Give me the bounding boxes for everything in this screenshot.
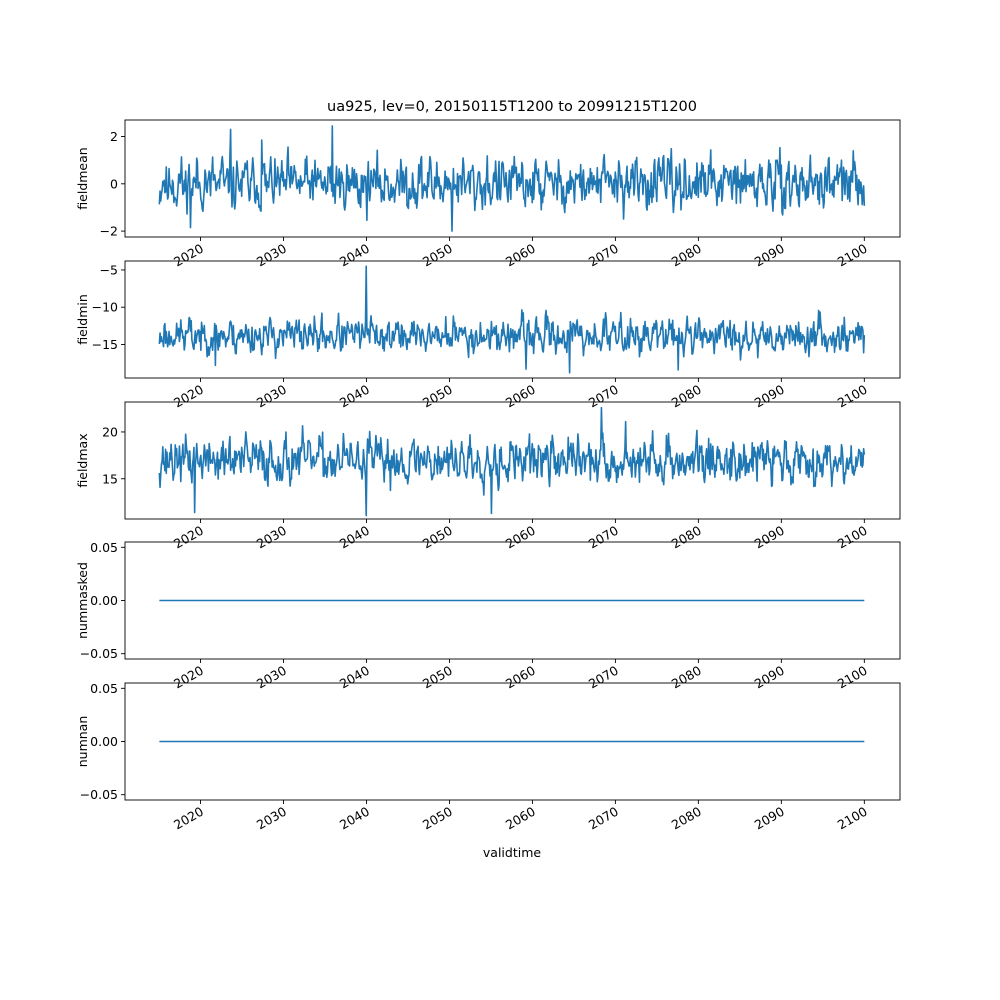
y-tick-label: −2 — [100, 224, 118, 239]
y-tick-label: −10 — [92, 300, 118, 315]
axes-frame — [124, 119, 901, 238]
y-axis-label: fieldmean — [75, 147, 90, 209]
y-tick-label: 0 — [110, 176, 118, 191]
y-tick-label: 15 — [102, 471, 118, 486]
y-tick-label: 0.00 — [90, 593, 118, 608]
x-axis-label: validtime — [483, 845, 541, 860]
y-tick-label: −0.05 — [80, 787, 118, 802]
y-tick-label: −0.05 — [80, 646, 118, 661]
y-tick-label: 2 — [110, 129, 118, 144]
series-line-fieldmax — [158, 406, 866, 517]
y-tick-label: 0.05 — [90, 540, 118, 555]
y-tick-label: −5 — [100, 262, 118, 277]
figure-title: ua925, lev=0, 20150115T1200 to 20991215T… — [327, 99, 697, 115]
y-axis-label: fieldmin — [75, 294, 90, 345]
y-tick-label: 20 — [102, 424, 118, 439]
series-line-fieldmean — [158, 125, 866, 232]
y-axis-label: nummasked — [75, 562, 90, 639]
y-tick-label: 0.05 — [90, 681, 118, 696]
y-axis-label: numnan — [75, 716, 90, 768]
axes-frame — [124, 260, 901, 379]
y-tick-label: −15 — [92, 337, 118, 352]
axes-frame — [124, 401, 901, 520]
series-line-fieldmin — [158, 265, 866, 374]
y-axis-label: fieldmax — [75, 433, 90, 487]
y-tick-label: 0.00 — [90, 734, 118, 749]
